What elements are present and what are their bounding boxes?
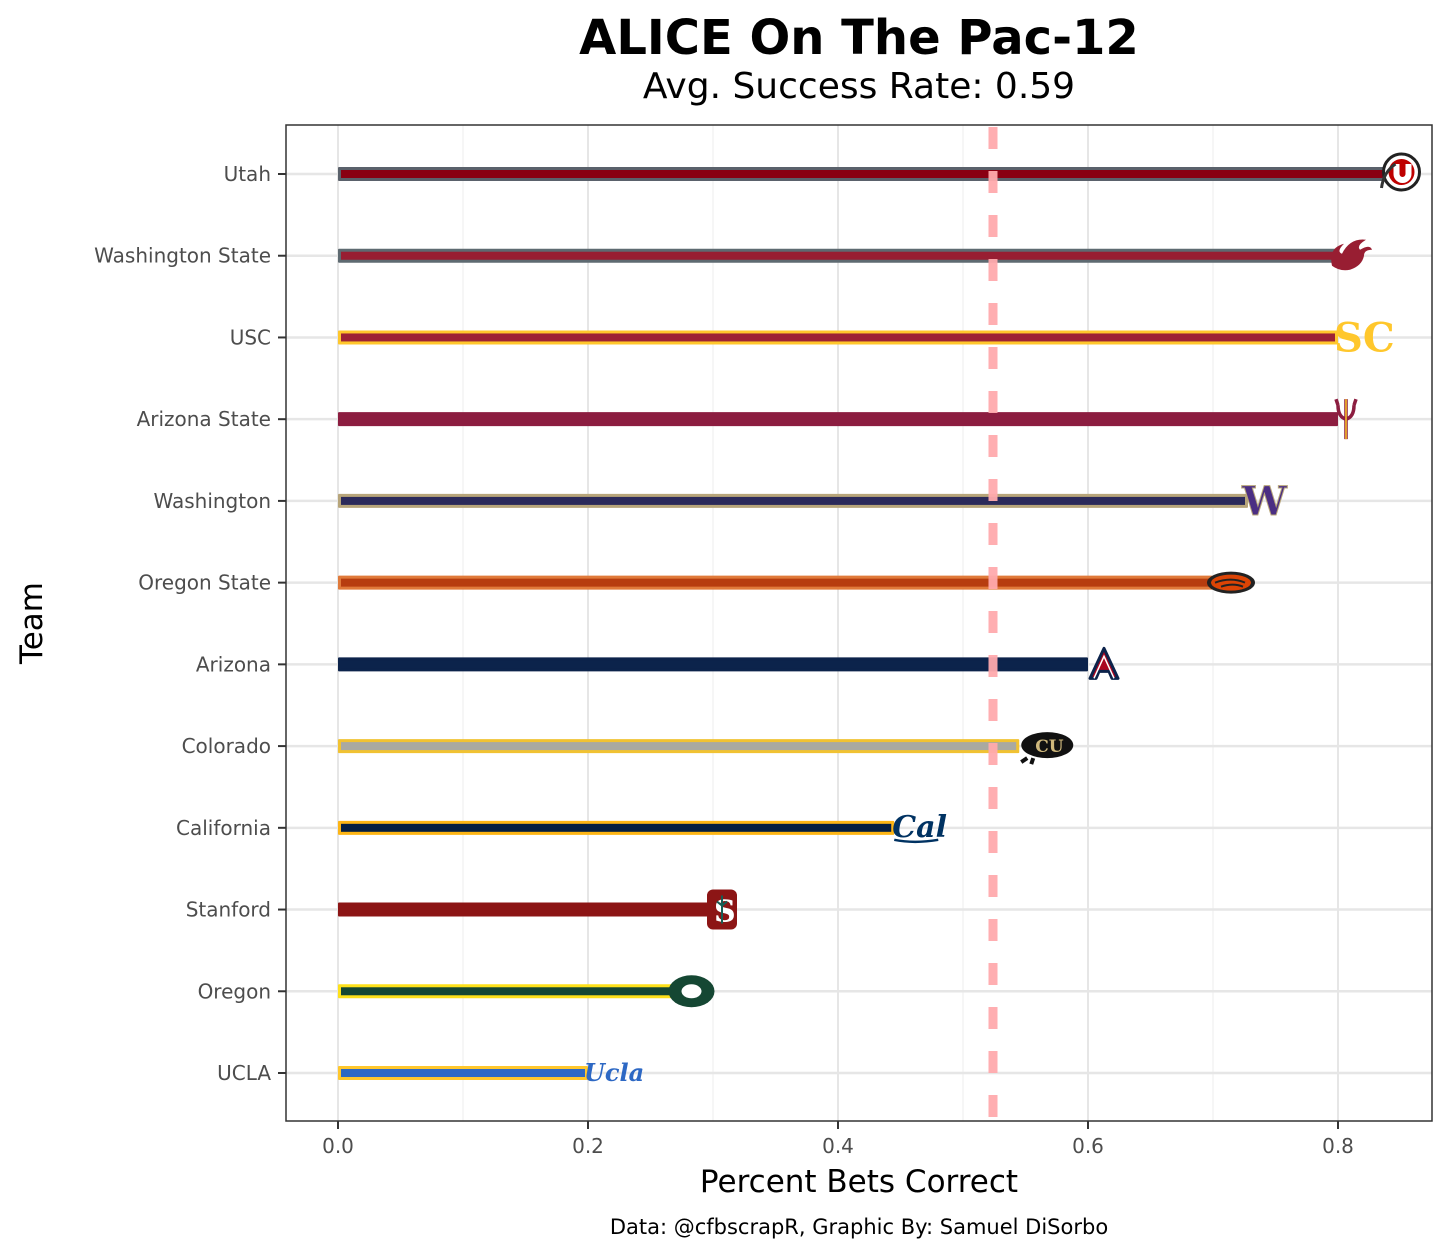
- california-logo-icon: Cal: [892, 810, 947, 845]
- x-tick-label: 0.2: [572, 1134, 604, 1158]
- bar-washington-state: [341, 251, 1335, 260]
- x-axis-title: Percent Bets Correct: [700, 1164, 1018, 1200]
- panel-border: [285, 124, 1433, 1122]
- x-tick-label: 0.0: [322, 1134, 354, 1158]
- oregon-state-logo-icon: [1207, 571, 1255, 594]
- y-tick-label: California: [176, 816, 271, 840]
- colorado-logo-icon: CU: [1020, 732, 1074, 765]
- bar-usc: [341, 333, 1335, 342]
- washington-logo-icon: W: [1241, 477, 1289, 525]
- oregon-logo-icon: [668, 975, 715, 1008]
- bar-oregon: [341, 987, 673, 996]
- svg-text:CU: CU: [1035, 737, 1064, 757]
- svg-text:Cal: Cal: [892, 810, 947, 845]
- bar-washington: [341, 496, 1245, 505]
- washington-state-logo-icon: [1331, 239, 1372, 271]
- x-tick-label: 0.6: [1072, 1134, 1104, 1158]
- bar-colorado: [341, 742, 1017, 751]
- bar-california: [341, 823, 892, 832]
- y-tick-label: Washington: [153, 489, 271, 513]
- x-tick-label: 0.8: [1322, 1134, 1354, 1158]
- svg-text:S: S: [714, 895, 736, 930]
- utah-logo-icon: [1380, 152, 1421, 192]
- svg-text:W: W: [1241, 478, 1288, 525]
- ucla-logo-icon: Ucla: [584, 1058, 644, 1087]
- x-tick-label: 0.4: [822, 1134, 854, 1158]
- plot-area: SC W CU Cal S Ucla Utah Washington State USC Ariz…: [94, 124, 1433, 1158]
- y-tick-label: Arizona State: [137, 407, 271, 431]
- arizona-state-logo-icon: [1334, 398, 1358, 440]
- y-tick-label: Stanford: [186, 898, 271, 922]
- bar-arizona-state: [341, 415, 1335, 424]
- bar-oregon-state: [341, 578, 1210, 587]
- y-tick-label: Arizona: [196, 652, 271, 676]
- chart-caption: Data: @cfbscrapR, Graphic By: Samuel DiS…: [610, 1215, 1108, 1239]
- y-tick-label: Oregon: [198, 979, 271, 1003]
- y-tick-label: UCLA: [217, 1061, 271, 1085]
- stanford-logo-icon: S: [707, 889, 737, 930]
- y-tick-label: USC: [230, 325, 271, 349]
- arizona-logo-icon: [1088, 646, 1120, 680]
- y-tick-label: Washington State: [94, 244, 271, 268]
- svg-text:Ucla: Ucla: [584, 1058, 644, 1087]
- y-tick-label: Utah: [224, 162, 271, 186]
- svg-text:SC: SC: [1334, 314, 1395, 361]
- chart-title: ALICE On The Pac-12: [579, 10, 1139, 66]
- chart-subtitle: Avg. Success Rate: 0.59: [643, 66, 1075, 107]
- bar-arizona: [341, 660, 1085, 669]
- y-tick-label: Colorado: [182, 734, 271, 758]
- bar-stanford: [341, 905, 710, 914]
- bar-utah: [341, 170, 1383, 178]
- y-axis-title: Team: [14, 582, 50, 665]
- usc-logo-icon: SC: [1334, 314, 1395, 361]
- y-tick-label: Oregon State: [138, 571, 271, 595]
- bar-ucla: [341, 1069, 585, 1077]
